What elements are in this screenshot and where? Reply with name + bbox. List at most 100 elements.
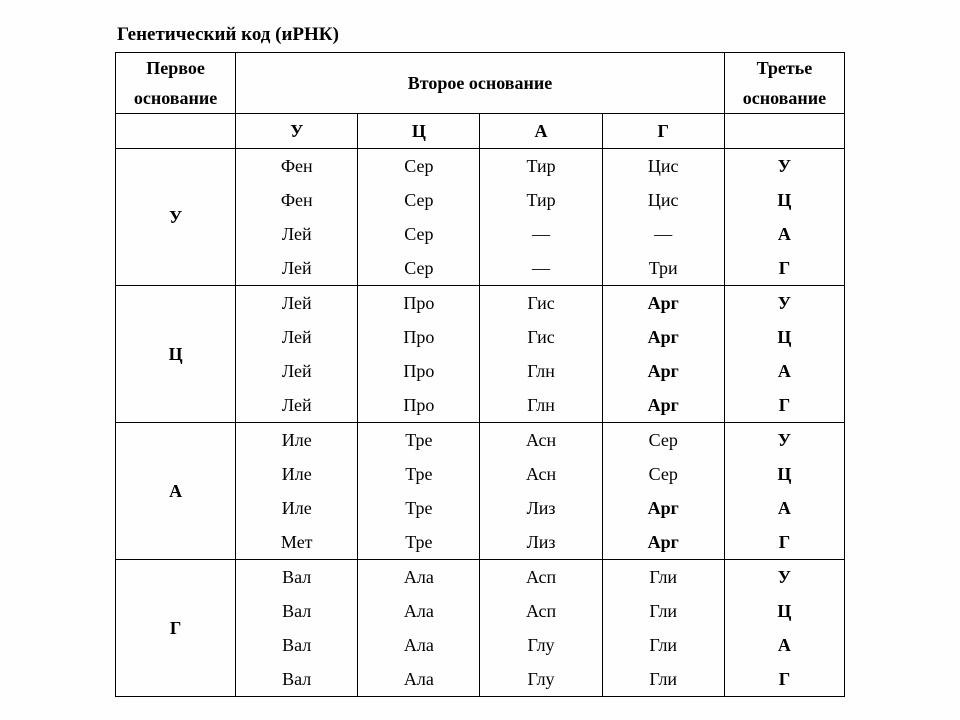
amino-cell: ЛейЛейЛейЛей bbox=[236, 286, 358, 423]
amino-value: Тре bbox=[358, 491, 479, 525]
amino-value: Лей bbox=[236, 320, 357, 354]
amino-cell: ТреТреТреТре bbox=[358, 423, 480, 560]
first-base-cell: А bbox=[116, 423, 236, 560]
amino-value: Фен bbox=[236, 149, 357, 183]
hdr-base-a: А bbox=[480, 114, 602, 149]
hdr-first-bot: основание bbox=[116, 83, 235, 113]
third-base-value: Г bbox=[725, 525, 844, 559]
amino-value: Сер bbox=[358, 251, 479, 285]
third-base-cell: УЦАГ bbox=[724, 286, 844, 423]
amino-value: Вал bbox=[236, 662, 357, 696]
amino-value: Сер bbox=[603, 423, 724, 457]
amino-value: Гис bbox=[480, 320, 601, 354]
hdr-first-top: Первое bbox=[116, 53, 235, 83]
amino-cell: АснАснЛизЛиз bbox=[480, 423, 602, 560]
amino-cell: ГлиГлиГлиГли bbox=[602, 560, 724, 697]
amino-value: Цис bbox=[603, 149, 724, 183]
amino-cell: ФенФенЛейЛей bbox=[236, 149, 358, 286]
third-base-value: Г bbox=[725, 251, 844, 285]
amino-cell: ГисГисГлнГлн bbox=[480, 286, 602, 423]
amino-value: Глн bbox=[480, 388, 601, 422]
amino-value: Гли bbox=[603, 594, 724, 628]
amino-value: Гли bbox=[603, 560, 724, 594]
amino-value: Ала bbox=[358, 628, 479, 662]
hdr-third-base: Третье основание bbox=[724, 53, 844, 114]
codon-table: Первое основание Второе основание Третье… bbox=[115, 52, 845, 697]
amino-cell: ТирТир—— bbox=[480, 149, 602, 286]
hdr-base-u: У bbox=[236, 114, 358, 149]
amino-value: Про bbox=[358, 388, 479, 422]
amino-value: Глу bbox=[480, 628, 601, 662]
amino-value: Сер bbox=[358, 183, 479, 217]
amino-cell: АргАргАргАрг bbox=[602, 286, 724, 423]
amino-value: Асн bbox=[480, 423, 601, 457]
amino-value: Лиз bbox=[480, 525, 601, 559]
third-base-value: Г bbox=[725, 662, 844, 696]
third-base-cell: УЦАГ bbox=[724, 560, 844, 697]
amino-value: Про bbox=[358, 286, 479, 320]
amino-value: Фен bbox=[236, 183, 357, 217]
third-base-value: А bbox=[725, 491, 844, 525]
third-base-value: А bbox=[725, 354, 844, 388]
amino-cell: ПроПроПроПро bbox=[358, 286, 480, 423]
third-base-value: Ц bbox=[725, 183, 844, 217]
amino-value: Вал bbox=[236, 628, 357, 662]
amino-cell: ИлеИлеИлеМет bbox=[236, 423, 358, 560]
amino-value: Сер bbox=[358, 217, 479, 251]
amino-value: Гис bbox=[480, 286, 601, 320]
amino-value: Арг bbox=[603, 525, 724, 559]
hdr-third-top: Третье bbox=[725, 53, 844, 83]
first-base-cell: Г bbox=[116, 560, 236, 697]
third-base-value: Ц bbox=[725, 457, 844, 491]
amino-value: Иле bbox=[236, 457, 357, 491]
amino-value: Лей bbox=[236, 251, 357, 285]
amino-value: Мет bbox=[236, 525, 357, 559]
amino-value: — bbox=[603, 217, 724, 251]
amino-value: Асп bbox=[480, 560, 601, 594]
amino-cell: ЦисЦис—Три bbox=[602, 149, 724, 286]
third-base-cell: УЦАГ bbox=[724, 149, 844, 286]
amino-value: Асп bbox=[480, 594, 601, 628]
third-base-value: Г bbox=[725, 388, 844, 422]
amino-value: Арг bbox=[603, 286, 724, 320]
amino-value: — bbox=[480, 251, 601, 285]
third-base-value: У bbox=[725, 423, 844, 457]
amino-value: Ала bbox=[358, 594, 479, 628]
amino-value: Арг bbox=[603, 388, 724, 422]
amino-value: Про bbox=[358, 354, 479, 388]
amino-value: Глн bbox=[480, 354, 601, 388]
hdr-base-g: Г bbox=[602, 114, 724, 149]
amino-value: Три bbox=[603, 251, 724, 285]
hdr-second-base: Второе основание bbox=[236, 53, 725, 114]
amino-value: Тир bbox=[480, 183, 601, 217]
amino-value: Лей bbox=[236, 217, 357, 251]
amino-cell: АлаАлаАлаАла bbox=[358, 560, 480, 697]
amino-value: Арг bbox=[603, 491, 724, 525]
amino-value: Асн bbox=[480, 457, 601, 491]
amino-value: Арг bbox=[603, 320, 724, 354]
third-base-value: А bbox=[725, 217, 844, 251]
amino-value: Про bbox=[358, 320, 479, 354]
hdr-blank-right bbox=[724, 114, 844, 149]
amino-value: Вал bbox=[236, 594, 357, 628]
amino-value: Тре bbox=[358, 423, 479, 457]
hdr-first-base: Первое основание bbox=[116, 53, 236, 114]
amino-value: Гли bbox=[603, 628, 724, 662]
amino-value: Тре bbox=[358, 525, 479, 559]
amino-value: Тре bbox=[358, 457, 479, 491]
amino-value: Лей bbox=[236, 388, 357, 422]
amino-value: Ала bbox=[358, 662, 479, 696]
amino-value: Сер bbox=[603, 457, 724, 491]
amino-cell: АспАспГлуГлу bbox=[480, 560, 602, 697]
third-base-value: Ц bbox=[725, 594, 844, 628]
amino-value: Сер bbox=[358, 149, 479, 183]
amino-value: Арг bbox=[603, 354, 724, 388]
first-base-cell: Ц bbox=[116, 286, 236, 423]
amino-value: — bbox=[480, 217, 601, 251]
amino-cell: СерСерАргАрг bbox=[602, 423, 724, 560]
amino-value: Лей bbox=[236, 286, 357, 320]
third-base-value: А bbox=[725, 628, 844, 662]
amino-value: Иле bbox=[236, 491, 357, 525]
amino-value: Лиз bbox=[480, 491, 601, 525]
amino-value: Тир bbox=[480, 149, 601, 183]
